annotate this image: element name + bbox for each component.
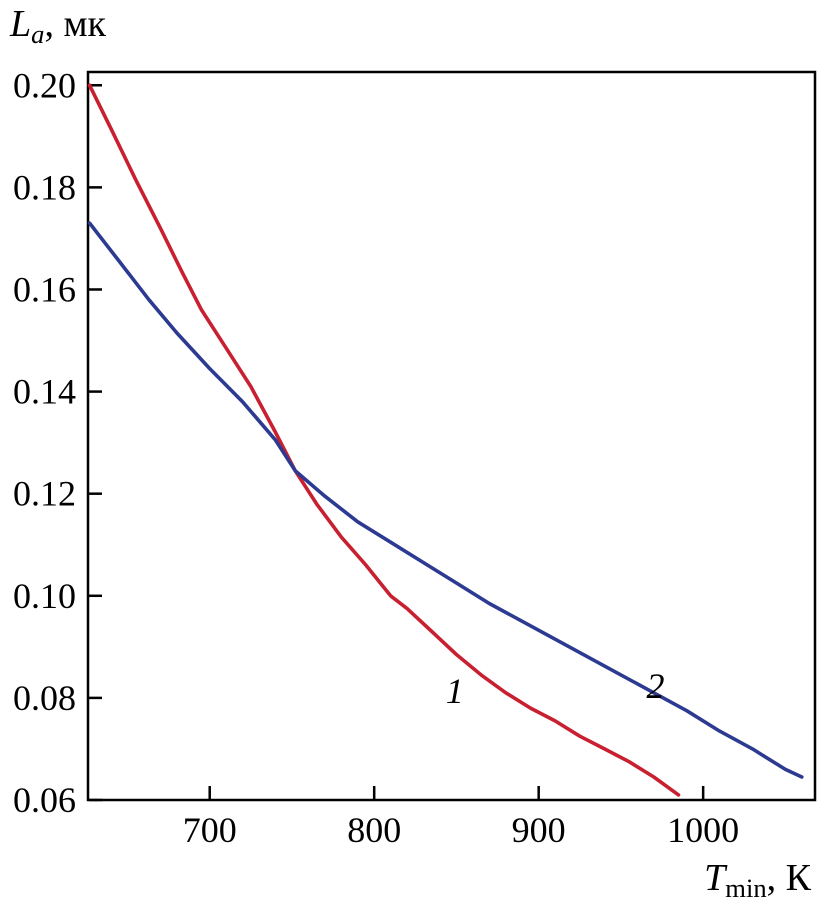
curve-label-2: 2 (646, 666, 664, 706)
y-tick-label: 0.16 (13, 269, 76, 309)
y-axis-title-subscript: a (31, 19, 45, 50)
x-tick-label: 800 (347, 810, 401, 850)
x-tick-label: 700 (183, 810, 237, 850)
y-axis-title-units: , мк (44, 3, 106, 45)
y-axis-title: La, мк (10, 3, 106, 50)
x-axis-title-subscript: min (725, 873, 767, 904)
x-axis-title-symbol: T (704, 857, 726, 899)
y-tick-label: 0.20 (13, 65, 76, 105)
y-tick-label: 0.06 (13, 780, 76, 820)
x-axis-title: Tmin, К (704, 857, 811, 904)
y-axis-title-symbol: L (10, 3, 32, 45)
y-tick-label: 0.10 (13, 576, 76, 616)
x-tick-label: 900 (512, 810, 566, 850)
series-2-line (87, 221, 804, 779)
y-tick-label: 0.18 (13, 167, 76, 207)
y-tick-label: 0.08 (13, 678, 76, 718)
x-tick-label: 1000 (667, 810, 739, 850)
series-1-line (87, 83, 681, 797)
y-tick-label: 0.14 (13, 372, 76, 412)
curve-label-1: 1 (446, 671, 464, 711)
y-tick-label: 0.12 (13, 474, 76, 514)
plot-frame (86, 70, 817, 802)
x-axis-title-units: , К (766, 857, 811, 899)
